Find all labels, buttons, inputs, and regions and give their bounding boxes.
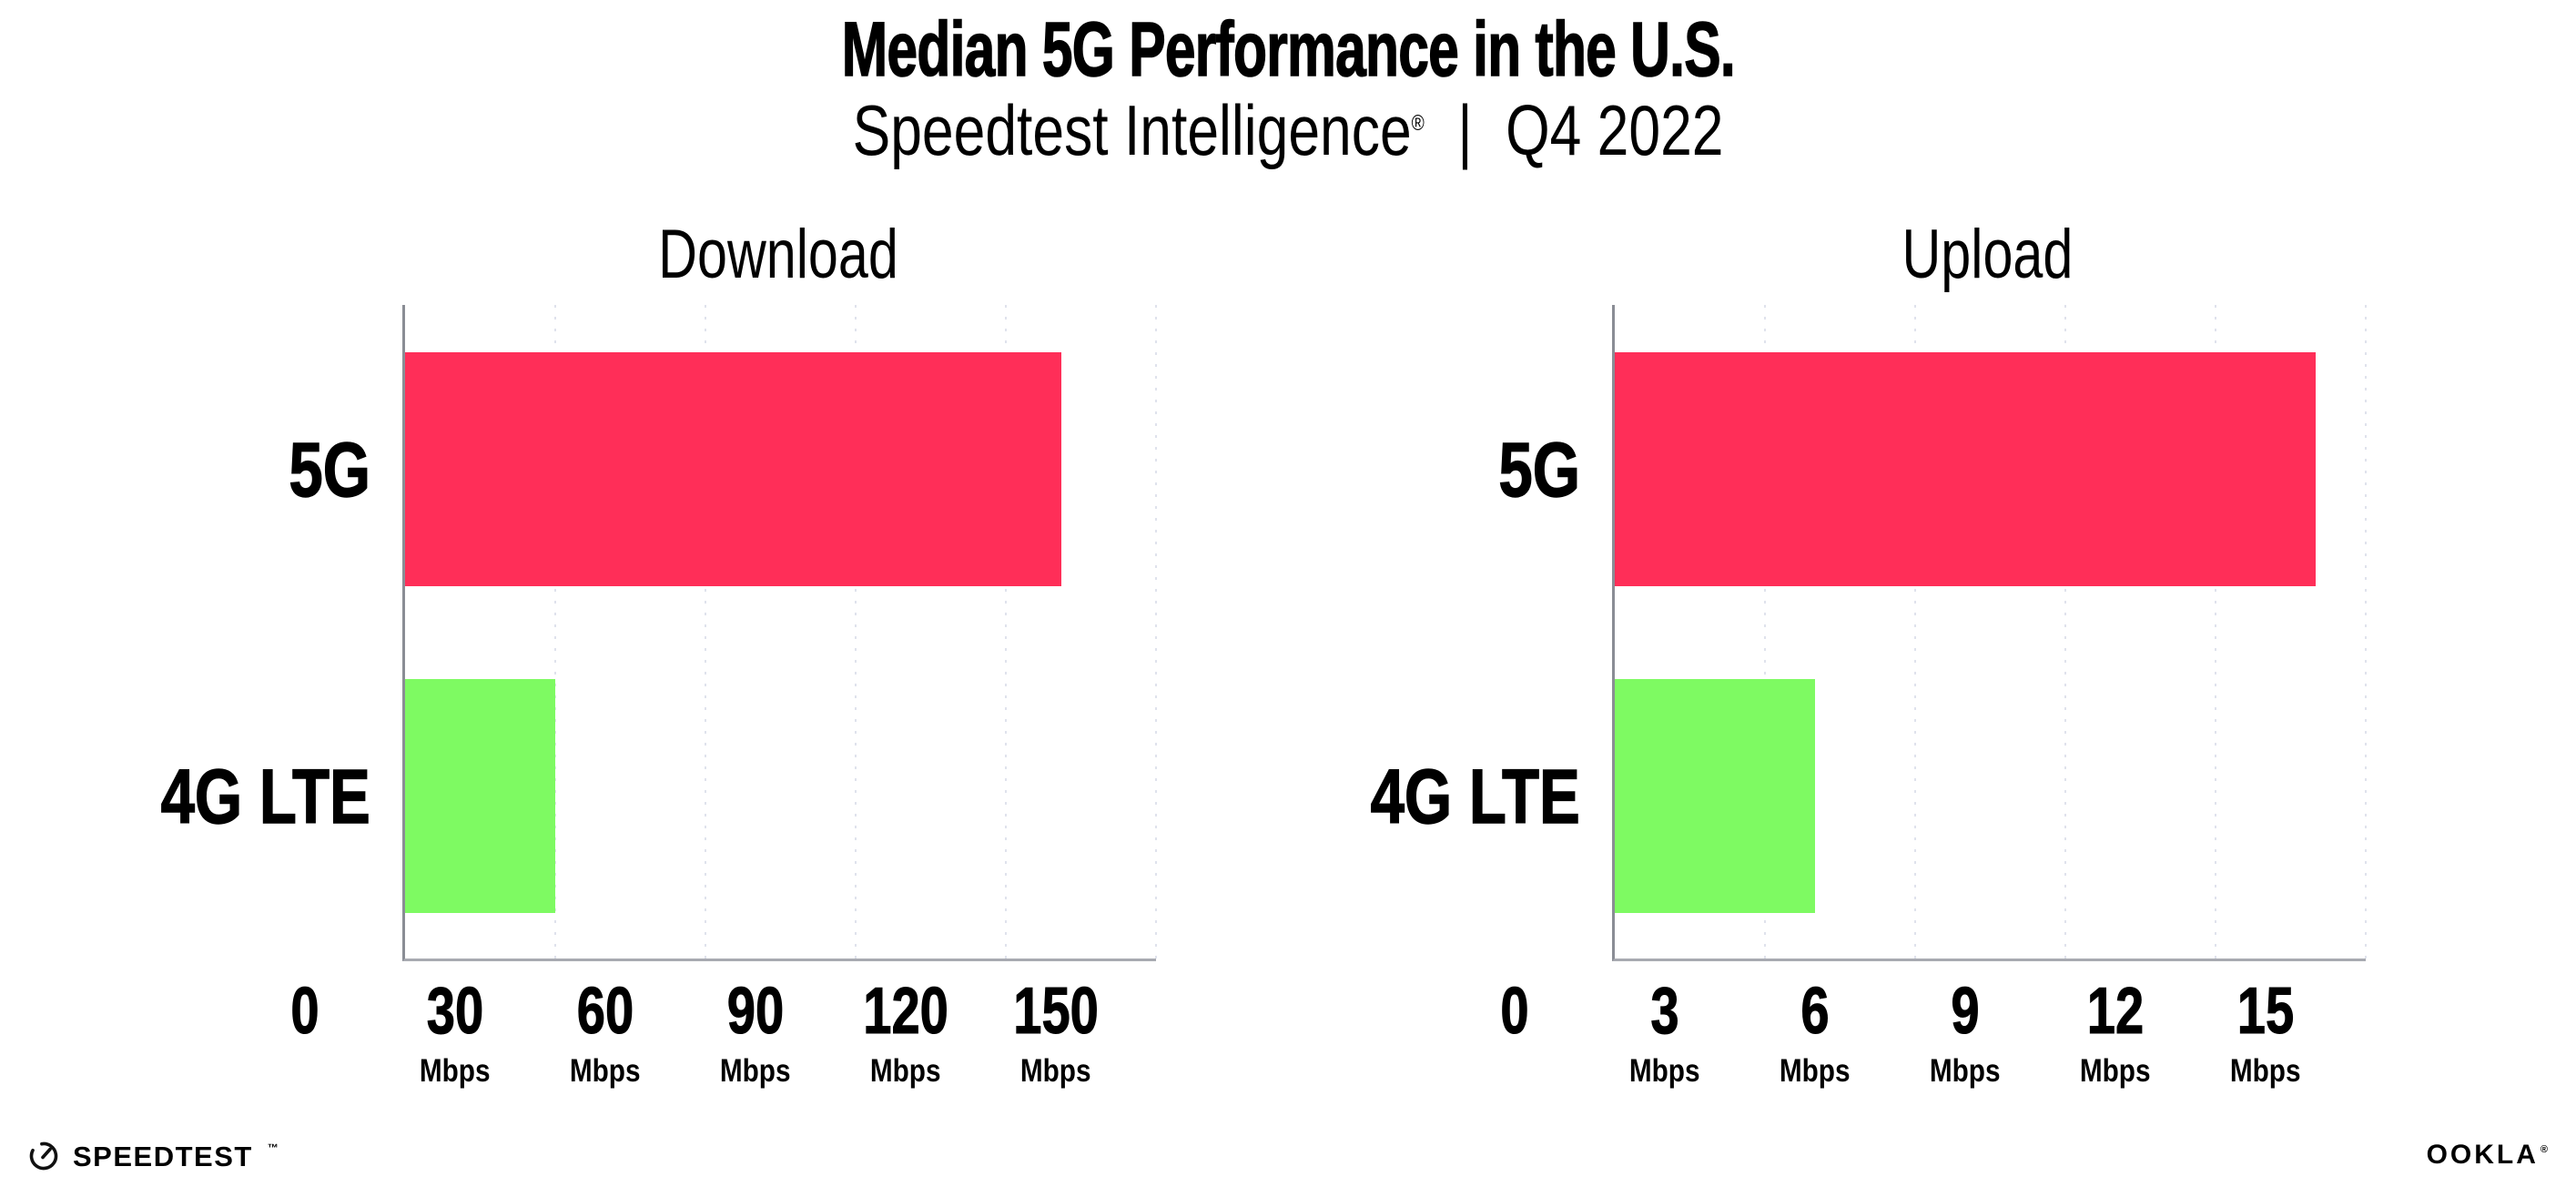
gridline-6 (1914, 305, 1916, 959)
bar-5g-upload (1615, 352, 2316, 586)
x-tick-unit: Mbps (570, 1053, 641, 1089)
x-tick-value: 30 (426, 975, 484, 1048)
x-tick-unit: Mbps (1930, 1053, 2001, 1089)
gridline-12 (2215, 305, 2216, 959)
bar-4g-lte-upload (1615, 679, 1815, 913)
upload-plot-area: 0 3 Mbps 6 Mbps 9 Mbps 12 Mbps 15 Mbps 5G 4G LTE (1370, 305, 2367, 1087)
upload-chart: Upload 0 3 Mbps 6 Mbps 9 Mbps 12 Mbps 15 Mbps 5G 4G … (1210, 209, 2498, 1138)
ookla-wordmark: OOKLA (2426, 1140, 2539, 1170)
x-tick-0: 0 (205, 975, 405, 1048)
gridline-9 (2064, 305, 2066, 959)
download-chart-title-text: Download (657, 216, 898, 293)
bar-5g-download (405, 352, 1061, 586)
gridline-150 (1155, 305, 1157, 959)
x-tick-value: 15 (2236, 975, 2295, 1048)
category-label-5g: 5G (3, 422, 371, 517)
gridline-60 (705, 305, 706, 959)
category-label-4g-lte: 4G LTE (1212, 749, 1580, 844)
download-plot-area: 0 30 Mbps 60 Mbps 90 Mbps 120 Mbps 150 Mbps 5G 4G LT… (160, 305, 1157, 1087)
speedtest-wordmark: SPEEDTEST (73, 1140, 253, 1172)
x-tick-value: 3 (1650, 975, 1679, 1048)
x-tick-unit: Mbps (1780, 1053, 1851, 1089)
x-tick-value: 0 (290, 975, 319, 1048)
x-tick-value: 6 (1800, 975, 1830, 1048)
ookla-registered-icon: ® (2540, 1144, 2551, 1155)
category-label-text: 4G LTE (1370, 753, 1580, 839)
x-tick-6: 6 Mbps (1715, 975, 1915, 1089)
subtitle-period: Q4 2022 (1506, 90, 1724, 170)
x-tick-value: 60 (576, 975, 634, 1048)
x-tick-0: 0 (1415, 975, 1615, 1048)
x-tick-3: 3 Mbps (1565, 975, 1765, 1089)
upload-chart-title: Upload (1612, 220, 2363, 289)
x-tick-120: 120 Mbps (806, 975, 1006, 1089)
x-tick-unit: Mbps (870, 1053, 941, 1089)
x-tick-unit: Mbps (720, 1053, 791, 1089)
category-label-4g-lte: 4G LTE (3, 749, 370, 844)
x-tick-value: 9 (1951, 975, 1980, 1048)
x-tick-value: 120 (863, 975, 949, 1048)
upload-chart-title-text: Upload (1902, 216, 2074, 293)
x-tick-unit: Mbps (1629, 1053, 1700, 1089)
x-tick-15: 15 Mbps (2165, 975, 2366, 1089)
x-tick-value: 150 (1013, 975, 1100, 1048)
speedometer-gauge-icon (29, 1141, 58, 1171)
x-tick-unit: Mbps (1020, 1053, 1091, 1089)
gridline-30 (554, 305, 556, 959)
gridline-120 (1005, 305, 1007, 959)
category-label-5g: 5G (1212, 422, 1581, 517)
x-tick-unit: Mbps (2230, 1053, 2301, 1089)
bar-4g-lte-download (405, 679, 555, 913)
category-label-text: 5G (289, 426, 371, 512)
x-tick-value: 90 (726, 975, 785, 1048)
subtitle-separator: | (1457, 90, 1473, 170)
x-tick-unit: Mbps (420, 1053, 491, 1089)
x-tick-60: 60 Mbps (505, 975, 705, 1089)
x-tick-value: 0 (1500, 975, 1529, 1048)
category-label-text: 5G (1498, 426, 1581, 512)
page-title: Median 5G Performance in the U.S. (0, 6, 2576, 92)
download-chart: Download 0 30 Mbps 60 Mbps 90 Mbps 120 Mbps 150 Mb… (0, 209, 1288, 1138)
page-subtitle: Speedtest Intelligence® | Q4 2022 (0, 90, 2576, 170)
gridline-3 (1764, 305, 1766, 959)
registered-trademark-icon: ® (1411, 111, 1425, 136)
download-chart-title: Download (402, 220, 1153, 289)
x-tick-90: 90 Mbps (655, 975, 856, 1089)
x-tick-30: 30 Mbps (355, 975, 555, 1089)
gridline-90 (855, 305, 857, 959)
x-tick-unit: Mbps (2080, 1053, 2151, 1089)
ookla-logo: OOKLA ® (2427, 1141, 2551, 1169)
subtitle-brand: Speedtest Intelligence (852, 90, 1412, 170)
x-tick-12: 12 Mbps (2015, 975, 2216, 1089)
x-tick-150: 150 Mbps (956, 975, 1156, 1089)
x-tick-9: 9 Mbps (1865, 975, 2065, 1089)
speedtest-logo: SPEEDTEST ™ (27, 1136, 279, 1176)
x-tick-value: 12 (2086, 975, 2145, 1048)
category-label-text: 4G LTE (160, 753, 370, 839)
trademark-icon: ™ (267, 1141, 279, 1154)
gridline-15 (2365, 305, 2367, 959)
page-title-text: Median 5G Performance in the U.S. (841, 6, 1736, 92)
